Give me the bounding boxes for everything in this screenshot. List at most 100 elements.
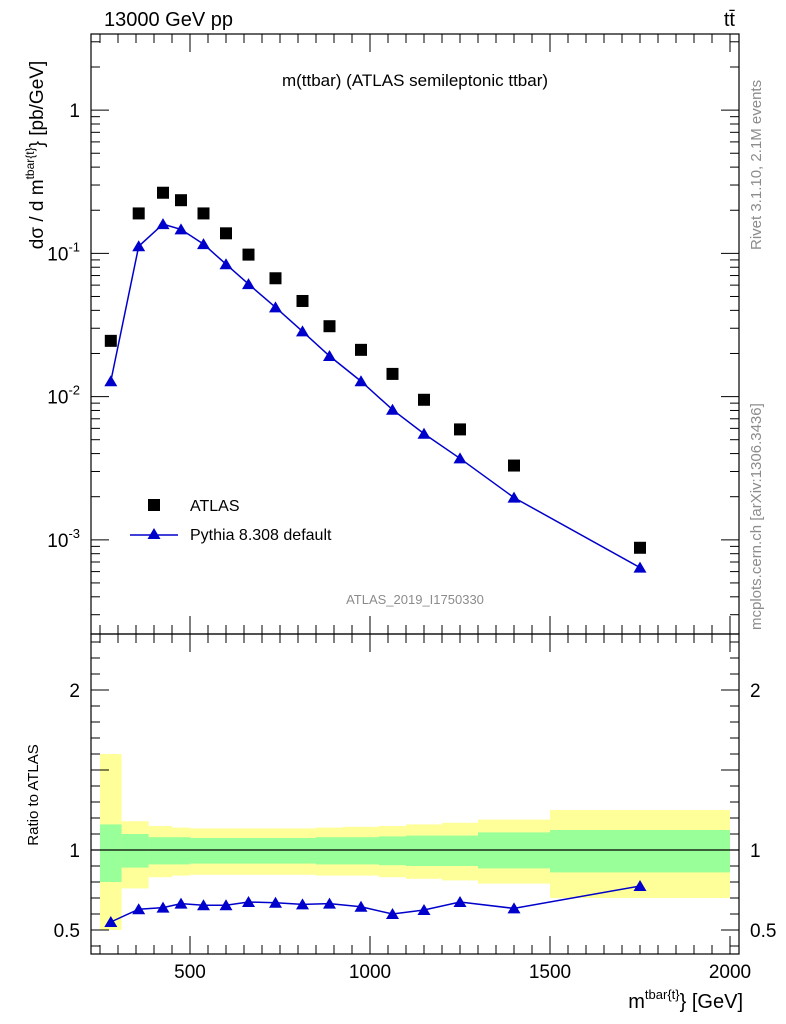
atlas-data-point	[175, 194, 187, 207]
ratio-point	[156, 901, 170, 913]
inner-band-bin	[235, 838, 262, 864]
atlas-data-point	[197, 207, 210, 220]
atlas-data-point	[157, 186, 169, 199]
analysis-watermark: ATLAS_2019_I1750330	[346, 592, 484, 607]
inner-band-bin	[121, 834, 149, 868]
atlas-data-point	[634, 541, 646, 554]
pythia-point	[242, 278, 255, 290]
legend: ATLAS Pythia 8.308 default	[130, 498, 332, 544]
ratio-point	[197, 899, 210, 911]
atlas-data-point	[355, 343, 367, 356]
ratio-ytick-label-left: 0.5	[54, 921, 80, 942]
ratio-ytick-label-right: 0.5	[750, 921, 776, 942]
atlas-data-point	[220, 227, 232, 240]
main-panel-ytick-labels: 10-310-210-11	[47, 101, 80, 552]
ratio-point	[507, 902, 521, 914]
ratio-panel-series	[104, 880, 647, 927]
inner-band-bin	[217, 838, 235, 864]
inner-band-bin	[442, 835, 478, 866]
inner-band-bin	[148, 837, 172, 865]
pythia-point	[174, 223, 188, 235]
main-panel: m(ttbar) (ATLAS semileptonic ttbar) ATLA…	[23, 33, 740, 635]
inner-band-bin	[406, 835, 442, 866]
ratio-point	[242, 896, 255, 907]
pythia-point	[633, 561, 647, 573]
main-panel-series	[104, 186, 647, 573]
inner-band-bin	[550, 830, 730, 873]
atlas-data-point	[454, 423, 466, 436]
pythia-point	[132, 240, 146, 252]
ratio-point	[323, 897, 336, 909]
pythia-point	[269, 301, 282, 313]
pythia-point	[296, 325, 309, 337]
pythia-point	[417, 427, 431, 439]
chart-title: m(ttbar) (ATLAS semileptonic ttbar)	[282, 71, 548, 90]
atlas-data-point	[386, 367, 399, 380]
ytick-label: 1	[69, 101, 80, 122]
ratio-ytick-label-left: 1	[69, 841, 80, 862]
pythia-point	[197, 238, 210, 250]
legend-label-pythia: Pythia 8.308 default	[190, 527, 332, 544]
legend-marker-pythia	[147, 528, 161, 539]
atlas-data-point	[296, 294, 309, 307]
ratio-panel-frame	[90, 633, 740, 955]
inner-band-bin	[316, 837, 343, 865]
xtick-label: 2000	[709, 962, 751, 983]
ratio-y-axis-label: Ratio to ATLAS	[25, 744, 42, 845]
inner-band-bin	[172, 837, 190, 865]
x-tick-labels: 500 1000 1500 2000	[174, 962, 751, 983]
inner-band-bin	[262, 838, 289, 864]
uncertainty-bands	[100, 754, 730, 930]
xtick-label: 1000	[349, 962, 391, 983]
ratio-ytick-label-right: 2	[750, 681, 761, 702]
ratio-point	[296, 898, 309, 910]
legend-entry-pythia: Pythia 8.308 default	[130, 527, 332, 544]
pythia-point	[386, 403, 399, 415]
ratio-ytick-label-right: 1	[750, 841, 761, 862]
pythia-line	[110, 223, 641, 569]
xtick-label: 1500	[529, 962, 571, 983]
ratio-ytick-label-left: 2	[69, 681, 80, 702]
ratio-point	[132, 903, 146, 915]
pythia-point	[354, 375, 368, 387]
rivet-label: Rivet 3.1.10, 2.1M events	[748, 80, 765, 250]
inner-band-bin	[289, 838, 316, 864]
ratio-point	[354, 900, 368, 912]
atlas-data-point	[418, 393, 430, 406]
ratio-line	[110, 885, 641, 923]
ratio-point	[386, 908, 399, 919]
mcplots-label: mcplots.cern.ch [arXiv:1306.3436]	[748, 403, 765, 630]
svg-text:dσ / d mtbar{t}} [pb/GeV]: dσ / d mtbar{t}} [pb/GeV]	[23, 61, 48, 249]
atlas-data-point	[132, 207, 145, 220]
pythia-point	[453, 452, 467, 464]
legend-label-atlas: ATLAS	[190, 498, 240, 515]
atlas-data-point	[323, 320, 336, 333]
atlas-data-point	[104, 334, 117, 347]
ratio-point	[417, 904, 431, 915]
main-panel-ticks	[91, 34, 739, 634]
xtick-label: 500	[174, 962, 206, 983]
ratio-point	[453, 896, 467, 907]
ratio-point	[269, 896, 282, 908]
inner-band-bin	[100, 824, 122, 882]
header-left: 13000 GeV pp	[104, 9, 233, 31]
pythia-point	[104, 375, 118, 387]
atlas-data-point	[269, 272, 282, 285]
inner-band-bin	[190, 838, 217, 864]
legend-entry-atlas: ATLAS	[148, 498, 240, 515]
main-y-axis-label: dσ / d mtbar{t}} [pb/GeV]	[23, 61, 48, 249]
pythia-point	[323, 350, 336, 362]
ratio-panel: 0.5 0.5 1 1 2 2 500 1000 1500 2000 Ratio to ATLA…	[25, 633, 777, 1013]
pythia-point	[507, 491, 521, 503]
ratio-panel-ytick-labels: 0.5 0.5 1 1 2 2	[54, 681, 777, 942]
inner-band-bin	[343, 837, 379, 865]
header-right: tt̄	[724, 9, 736, 31]
atlas-data-point	[508, 459, 520, 472]
ratio-point	[104, 916, 118, 927]
atlas-data-point	[242, 248, 255, 261]
inner-band-bin	[379, 836, 406, 866]
pythia-point	[156, 218, 170, 230]
pythia-point	[219, 258, 233, 270]
legend-marker-atlas	[148, 499, 160, 511]
